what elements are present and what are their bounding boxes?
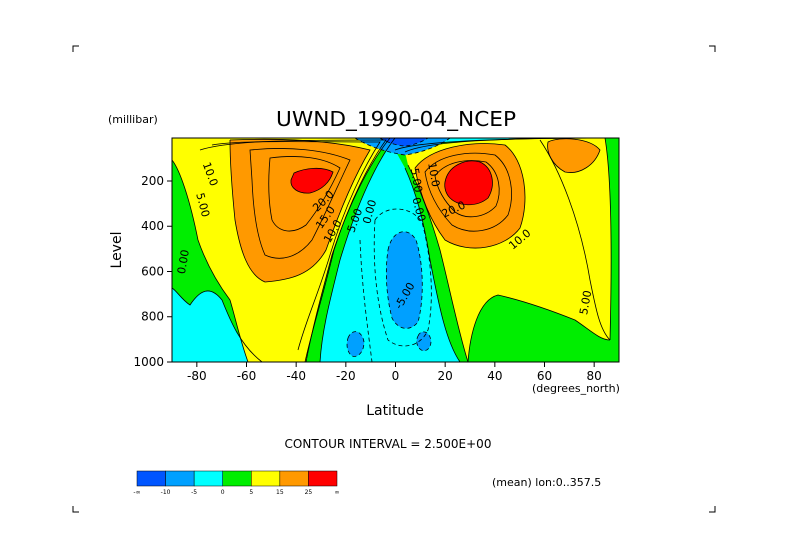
y-axis: 200 400 600 800 1000 xyxy=(133,174,172,369)
colorbar-swatch xyxy=(222,470,252,487)
colorbar-tick-label: 15 xyxy=(276,489,284,496)
contour-label: 0.00 xyxy=(409,196,428,223)
colorbar-tick-label: -10 xyxy=(161,489,171,496)
colorbar-swatch xyxy=(165,470,195,487)
y-axis-label: Level xyxy=(109,232,125,269)
x-axis-units: (degrees_north) xyxy=(532,382,620,395)
colorbar-swatch xyxy=(251,470,281,487)
region-minus10-to-minus5-a xyxy=(386,231,423,329)
colorbar-tick-label: -5 xyxy=(191,489,197,496)
negative-contour-lines xyxy=(346,138,451,362)
y-tick-label: 400 xyxy=(141,219,164,233)
colorbar-tick-label: 0 xyxy=(221,489,225,496)
x-tick-label: 40 xyxy=(487,369,502,383)
region-label: (mean) lon:0..357.5 xyxy=(492,476,601,489)
y-tick-label: 200 xyxy=(141,174,164,188)
contour-label: 5.00 xyxy=(193,191,212,218)
region-minus10-to-minus5-c xyxy=(416,331,431,351)
corner-marks xyxy=(72,45,716,513)
y-axis-units: (millibar) xyxy=(108,113,158,126)
x-axis: -80 -60 -40 -20 0 20 40 60 80 xyxy=(187,362,602,383)
x-tick-label: 20 xyxy=(438,369,453,383)
colorbar: -∞ -10 -5 0 5 15 25 ∞ xyxy=(133,470,340,496)
region-gt25-north xyxy=(444,160,493,205)
x-axis-label: Latitude xyxy=(366,403,424,419)
contour-label: 0.00 xyxy=(175,249,192,275)
colorbar-swatch xyxy=(308,470,338,487)
y-tick-label: 600 xyxy=(141,264,164,278)
contour-label: 5.00 xyxy=(408,167,425,193)
x-tick-label: -60 xyxy=(237,369,257,383)
colorbar-tick-label: 5 xyxy=(249,489,253,496)
contour-label: 10.0 xyxy=(425,162,442,188)
colorbar-tick-label: 25 xyxy=(305,489,313,496)
x-tick-label: -80 xyxy=(187,369,207,383)
region-minus10-to-minus5-b xyxy=(347,331,364,357)
contour-interval-label: CONTOUR INTERVAL = 2.500E+00 xyxy=(285,437,492,451)
x-tick-label: -20 xyxy=(336,369,356,383)
x-tick-label: 60 xyxy=(537,369,552,383)
y-tick-label: 800 xyxy=(141,310,164,324)
colorbar-swatch xyxy=(136,470,166,487)
x-tick-label: 0 xyxy=(392,369,400,383)
colorbar-tick-label: -∞ xyxy=(133,489,140,496)
contour-field xyxy=(172,138,619,362)
contour-label: 0.00 xyxy=(360,198,379,225)
colorbar-swatch xyxy=(193,470,223,487)
colorbar-swatch xyxy=(279,470,309,487)
colorbar-tick-label: ∞ xyxy=(335,489,340,496)
contour-label: 5.00 xyxy=(577,289,594,315)
x-tick-label: -40 xyxy=(286,369,306,383)
region-lt-minus10-top xyxy=(380,138,428,146)
y-tick-label: 1000 xyxy=(133,355,164,369)
x-tick-label: 80 xyxy=(587,369,602,383)
contour-lines xyxy=(172,138,619,362)
region-15-to-25-south xyxy=(230,139,370,282)
region-15-to-25-north-b xyxy=(547,138,600,173)
chart-title: UWND_1990-04_NCEP xyxy=(276,107,516,131)
